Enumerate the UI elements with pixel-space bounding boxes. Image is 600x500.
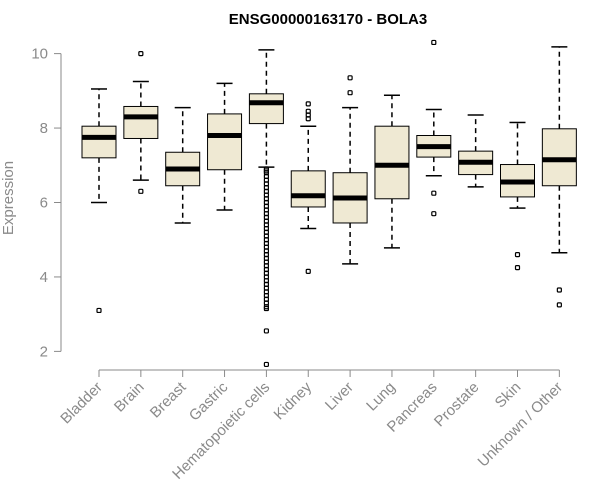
outlier-point — [138, 51, 144, 57]
chart-title: ENSG00000163170 - BOLA3 — [229, 11, 427, 28]
x-tick-label: Breast — [147, 378, 190, 421]
x-tick-label: Skin — [492, 379, 525, 412]
box-brain — [123, 51, 159, 194]
outlier-point — [431, 39, 437, 46]
box-breast — [165, 106, 201, 224]
y-tick-label: 4 — [40, 269, 48, 286]
y-tick-label: 10 — [31, 46, 48, 63]
y-tick-label: 2 — [40, 343, 48, 360]
outlier-point — [96, 307, 102, 314]
outlier-point — [305, 116, 311, 122]
iqr-box — [290, 170, 326, 208]
x-tick-label: Lung — [363, 379, 399, 415]
y-tick-label: 6 — [40, 195, 48, 212]
iqr-box — [81, 125, 117, 159]
box-lung — [374, 94, 410, 249]
y-tick-label: 8 — [40, 120, 48, 137]
box-hematopoietic-cells — [248, 49, 284, 368]
outlier-point — [431, 211, 437, 217]
box-prostate — [458, 114, 494, 188]
outlier-point — [305, 101, 311, 107]
box-bladder — [81, 88, 117, 314]
outlier-point — [431, 190, 437, 196]
x-tick-label: Prostate — [431, 379, 483, 431]
outlier-point — [263, 361, 269, 368]
outlier-point — [347, 90, 353, 96]
box-skin — [500, 121, 535, 271]
outlier-point — [305, 268, 311, 274]
x-tick-label: Kidney — [271, 378, 316, 423]
box-unknown-other — [541, 46, 577, 308]
box-gastric — [207, 82, 243, 211]
y-axis-label: Expression — [0, 161, 17, 235]
outlier-point — [514, 265, 521, 271]
iqr-box — [374, 125, 410, 200]
x-tick-label: Bladder — [57, 379, 106, 428]
outlier-point — [138, 188, 144, 194]
outlier-point — [514, 252, 521, 258]
x-tick-label: Liver — [322, 379, 357, 414]
outlier-point — [263, 328, 269, 334]
x-tick-label: Brain — [111, 379, 148, 416]
outlier-point — [347, 75, 353, 81]
y-axis: 2 4 6 8 10 — [31, 46, 62, 360]
box-liver — [332, 75, 368, 265]
box-series — [81, 39, 577, 368]
iqr-box — [123, 105, 159, 139]
outlier-point — [263, 305, 269, 312]
outlier-point — [556, 287, 562, 293]
iqr-box — [207, 113, 243, 171]
iqr-box — [248, 93, 284, 125]
outlier-point — [556, 302, 562, 308]
box-kidney — [290, 101, 326, 274]
box-pancreas — [416, 39, 452, 217]
